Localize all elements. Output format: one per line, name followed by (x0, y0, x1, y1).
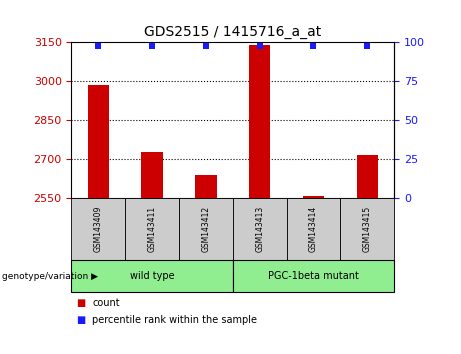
Bar (303, 196, 324, 198)
Text: GSM143412: GSM143412 (201, 206, 210, 252)
Text: ■: ■ (76, 315, 85, 325)
Text: percentile rank within the sample: percentile rank within the sample (92, 315, 257, 325)
Text: GSM143409: GSM143409 (94, 206, 103, 252)
Bar (356, 155, 378, 198)
Text: GSM143411: GSM143411 (148, 206, 157, 252)
Bar (142, 152, 163, 198)
Text: GSM143413: GSM143413 (255, 206, 264, 252)
Text: wild type: wild type (130, 271, 174, 281)
Title: GDS2515 / 1415716_a_at: GDS2515 / 1415716_a_at (144, 25, 321, 39)
Text: count: count (92, 298, 120, 308)
Text: genotype/variation ▶: genotype/variation ▶ (2, 272, 98, 281)
Bar (249, 45, 271, 198)
Text: PGC-1beta mutant: PGC-1beta mutant (268, 271, 359, 281)
Bar (195, 175, 217, 198)
Bar (88, 85, 109, 198)
Text: ■: ■ (76, 298, 85, 308)
Text: GSM143415: GSM143415 (363, 206, 372, 252)
Text: GSM143414: GSM143414 (309, 206, 318, 252)
